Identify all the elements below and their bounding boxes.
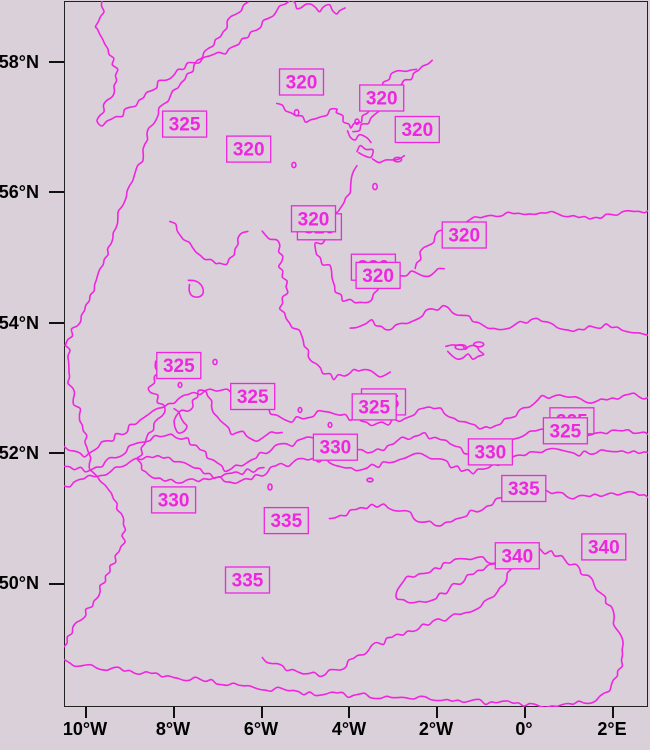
svg-text:320: 320 [448, 226, 480, 247]
svg-text:330: 330 [475, 442, 507, 463]
svg-text:320: 320 [286, 73, 318, 94]
svg-text:325: 325 [169, 115, 201, 136]
svg-text:320: 320 [362, 266, 394, 287]
svg-text:325: 325 [237, 387, 269, 408]
svg-text:335: 335 [232, 571, 264, 592]
svg-text:340: 340 [501, 546, 533, 567]
svg-text:320: 320 [366, 89, 398, 110]
svg-text:325: 325 [550, 421, 582, 442]
svg-text:320: 320 [298, 209, 330, 230]
svg-text:335: 335 [270, 511, 302, 532]
svg-text:340: 340 [588, 537, 620, 558]
svg-text:335: 335 [508, 479, 540, 500]
svg-text:325: 325 [163, 356, 195, 377]
svg-text:330: 330 [320, 438, 352, 459]
svg-text:325: 325 [358, 397, 390, 418]
svg-text:330: 330 [158, 490, 190, 511]
svg-text:320: 320 [401, 120, 433, 141]
svg-text:320: 320 [233, 140, 265, 161]
